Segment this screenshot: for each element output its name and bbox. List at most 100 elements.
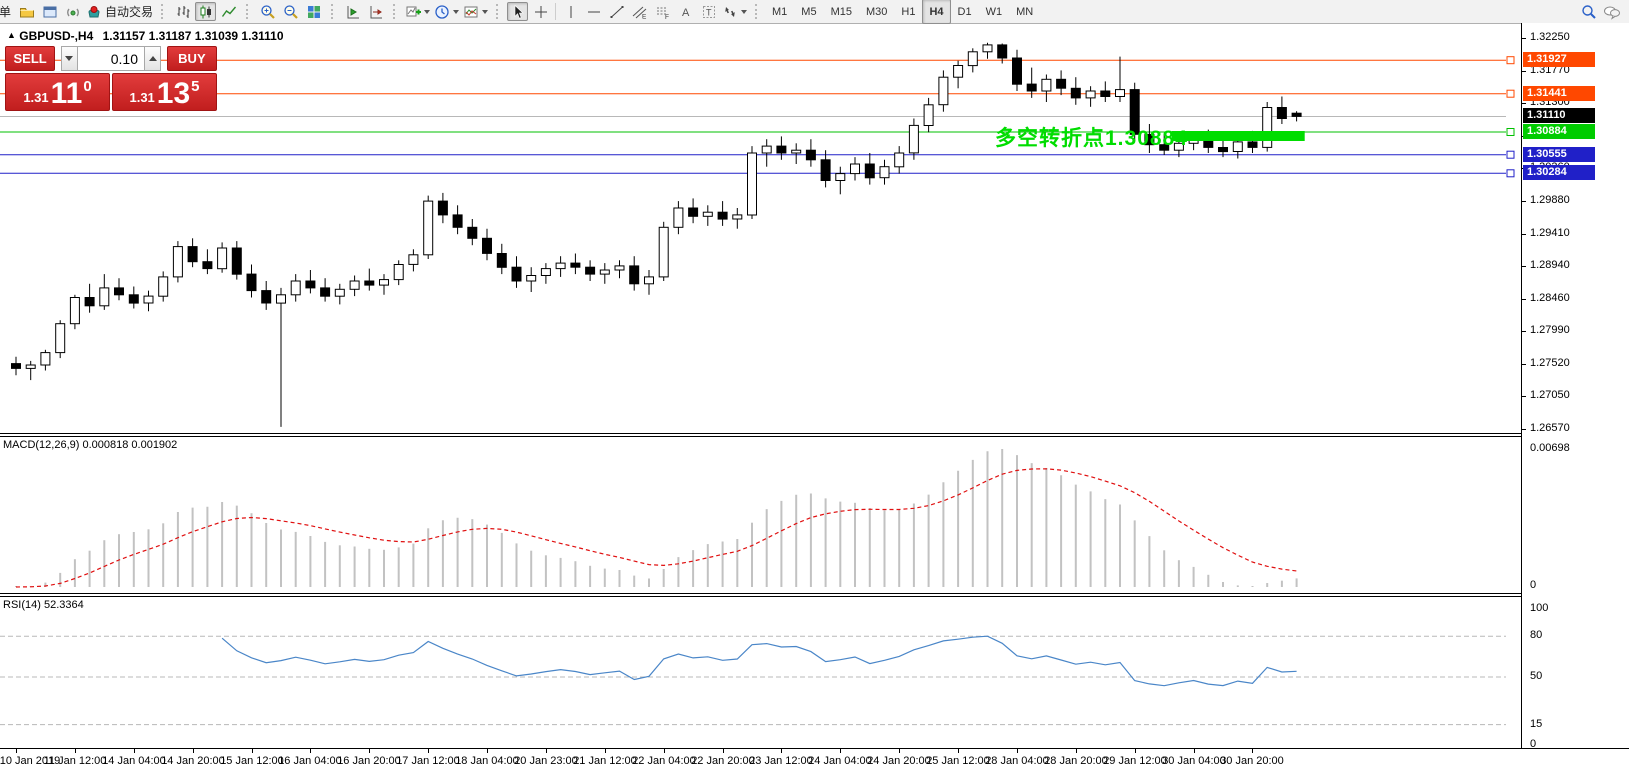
- time-tick: [840, 749, 841, 753]
- chat-icon[interactable]: [1601, 2, 1622, 21]
- time-tick: [428, 749, 429, 753]
- volume-input[interactable]: [78, 46, 144, 71]
- timeframe-h1[interactable]: H1: [894, 0, 922, 24]
- toolbar-gripper: [161, 4, 167, 19]
- price-axis[interactable]: 1.322501.317701.313001.308301.303601.298…: [1522, 23, 1629, 750]
- macd-axis-max-label: 0.00698: [1530, 442, 1570, 454]
- price-tick-label: 1.32250: [1530, 31, 1570, 43]
- cursor-tool-icon[interactable]: [507, 2, 529, 21]
- profiles-icon[interactable]: [16, 2, 37, 21]
- new-order-button[interactable]: 单: [0, 2, 14, 21]
- price-tick: [1522, 299, 1526, 300]
- timeframe-w1[interactable]: W1: [979, 0, 1010, 24]
- search-icon[interactable]: [1578, 2, 1599, 21]
- signals-icon[interactable]: [62, 2, 83, 21]
- buy-price-big: 13: [156, 77, 191, 110]
- price-tick-label: 1.29880: [1530, 194, 1570, 206]
- timeframe-label: H1: [901, 5, 916, 18]
- time-tick: [75, 749, 76, 753]
- price-level-badge: 1.31110: [1523, 108, 1595, 123]
- timeframe-d1[interactable]: D1: [951, 0, 979, 24]
- timeframe-label: M15: [830, 5, 852, 18]
- toolbar-gripper: [393, 4, 399, 19]
- trendline-tool-icon[interactable]: [606, 2, 627, 21]
- toolbar-gripper: [331, 4, 337, 19]
- timeframe-mn[interactable]: MN: [1009, 0, 1040, 24]
- price-chart-panel[interactable]: [0, 23, 1521, 433]
- price-tick-label: 1.28940: [1530, 259, 1570, 271]
- time-tick-label: 23 Jan 12:00: [749, 755, 813, 767]
- time-tick-label: 16 Jan 20:00: [337, 755, 401, 767]
- time-tick: [1252, 749, 1253, 753]
- bar-chart-icon[interactable]: [172, 2, 193, 21]
- one-click-collapse-icon[interactable]: ▲: [7, 30, 16, 40]
- price-tick: [1522, 38, 1526, 39]
- line-chart-icon[interactable]: [218, 2, 239, 21]
- sell-button[interactable]: SELL: [5, 46, 56, 71]
- auto-trading-label: 自动交易: [105, 5, 154, 19]
- time-axis[interactable]: 10 Jan 2019 11 Jan 12:00 14 Jan 04:00 14 Ja…: [0, 748, 1629, 771]
- time-tick-label: 15 Jan 12:00: [220, 755, 284, 767]
- time-tick-label: 30 Jan 04:00: [1162, 755, 1226, 767]
- time-tick: [546, 749, 547, 753]
- rsi-panel[interactable]: [0, 597, 1521, 748]
- equidistant-channel-tool-icon[interactable]: E: [629, 2, 650, 21]
- vertical-line-tool-icon[interactable]: [560, 2, 581, 21]
- time-tick: [134, 749, 135, 753]
- horizontal-line-tool-icon[interactable]: [583, 2, 604, 21]
- templates-icon[interactable]: [462, 2, 489, 21]
- zoom-out-icon[interactable]: [280, 2, 301, 21]
- buy-button-label: BUY: [178, 51, 206, 66]
- fibonacci-tool-icon[interactable]: F: [652, 2, 673, 21]
- timeframe-label: H4: [929, 5, 944, 18]
- buy-price-tile[interactable]: 1.31 13 5: [112, 73, 217, 111]
- auto-scroll-icon[interactable]: [365, 2, 386, 21]
- timeframe-m15[interactable]: M15: [824, 0, 859, 24]
- rsi-axis-label: 100: [1530, 602, 1549, 614]
- volume-increase-button[interactable]: [144, 46, 162, 71]
- price-tick: [1522, 201, 1526, 202]
- price-tick: [1522, 331, 1526, 332]
- timeframe-m1[interactable]: M1: [765, 0, 794, 24]
- macd-panel[interactable]: [0, 437, 1521, 593]
- time-tick: [1194, 749, 1195, 753]
- timeframe-m5[interactable]: M5: [794, 0, 823, 24]
- text-tool-icon[interactable]: A: [675, 2, 696, 21]
- zoom-in-icon[interactable]: [257, 2, 278, 21]
- text-label-tool-icon[interactable]: T: [698, 2, 719, 21]
- time-tick-label: 11 Jan 12:00: [43, 755, 107, 767]
- price-tick: [1522, 266, 1526, 267]
- indicators-icon[interactable]: [404, 2, 431, 21]
- sell-price-tile[interactable]: 1.31 11 0: [5, 73, 110, 111]
- market-watch-icon[interactable]: [39, 2, 60, 21]
- price-level-badge: 1.30555: [1523, 147, 1595, 162]
- panel-separator[interactable]: [0, 433, 1629, 437]
- time-tick: [487, 749, 488, 753]
- time-tick-label: 16 Jan 04:00: [278, 755, 342, 767]
- auto-trading-button[interactable]: 自动交易: [85, 2, 154, 21]
- pivot-annotation-text: 多空转折点1.30884: [995, 127, 1188, 150]
- timeframe-h4[interactable]: H4: [922, 0, 951, 24]
- pivot-highlight-bar: [1171, 131, 1305, 141]
- label-tool-glyph: T: [706, 7, 712, 17]
- price-tick: [1522, 364, 1526, 365]
- text-tool-glyph: A: [682, 7, 690, 19]
- price-axis-line: [1521, 23, 1522, 748]
- time-tick-label: 24 Jan 20:00: [867, 755, 931, 767]
- crosshair-tool-icon[interactable]: [530, 2, 551, 21]
- arrows-tool-icon[interactable]: [721, 2, 748, 21]
- periods-icon[interactable]: [433, 2, 460, 21]
- symbol-period-label: GBPUSD-,H4: [19, 29, 94, 43]
- tile-windows-icon[interactable]: [303, 2, 324, 21]
- time-tick-label: 22 Jan 04:00: [632, 755, 696, 767]
- panel-separator[interactable]: [0, 593, 1629, 597]
- price-tick: [1522, 234, 1526, 235]
- candlestick-chart-icon[interactable]: [195, 2, 217, 21]
- chart-shift-icon[interactable]: [342, 2, 363, 21]
- fibo-glyph: F: [665, 14, 669, 20]
- buy-price-prefix: 1.31: [129, 90, 155, 105]
- volume-decrease-button[interactable]: [60, 46, 78, 71]
- timeframe-m30[interactable]: M30: [859, 0, 894, 24]
- buy-button[interactable]: BUY: [166, 46, 217, 71]
- time-tick: [1076, 749, 1077, 753]
